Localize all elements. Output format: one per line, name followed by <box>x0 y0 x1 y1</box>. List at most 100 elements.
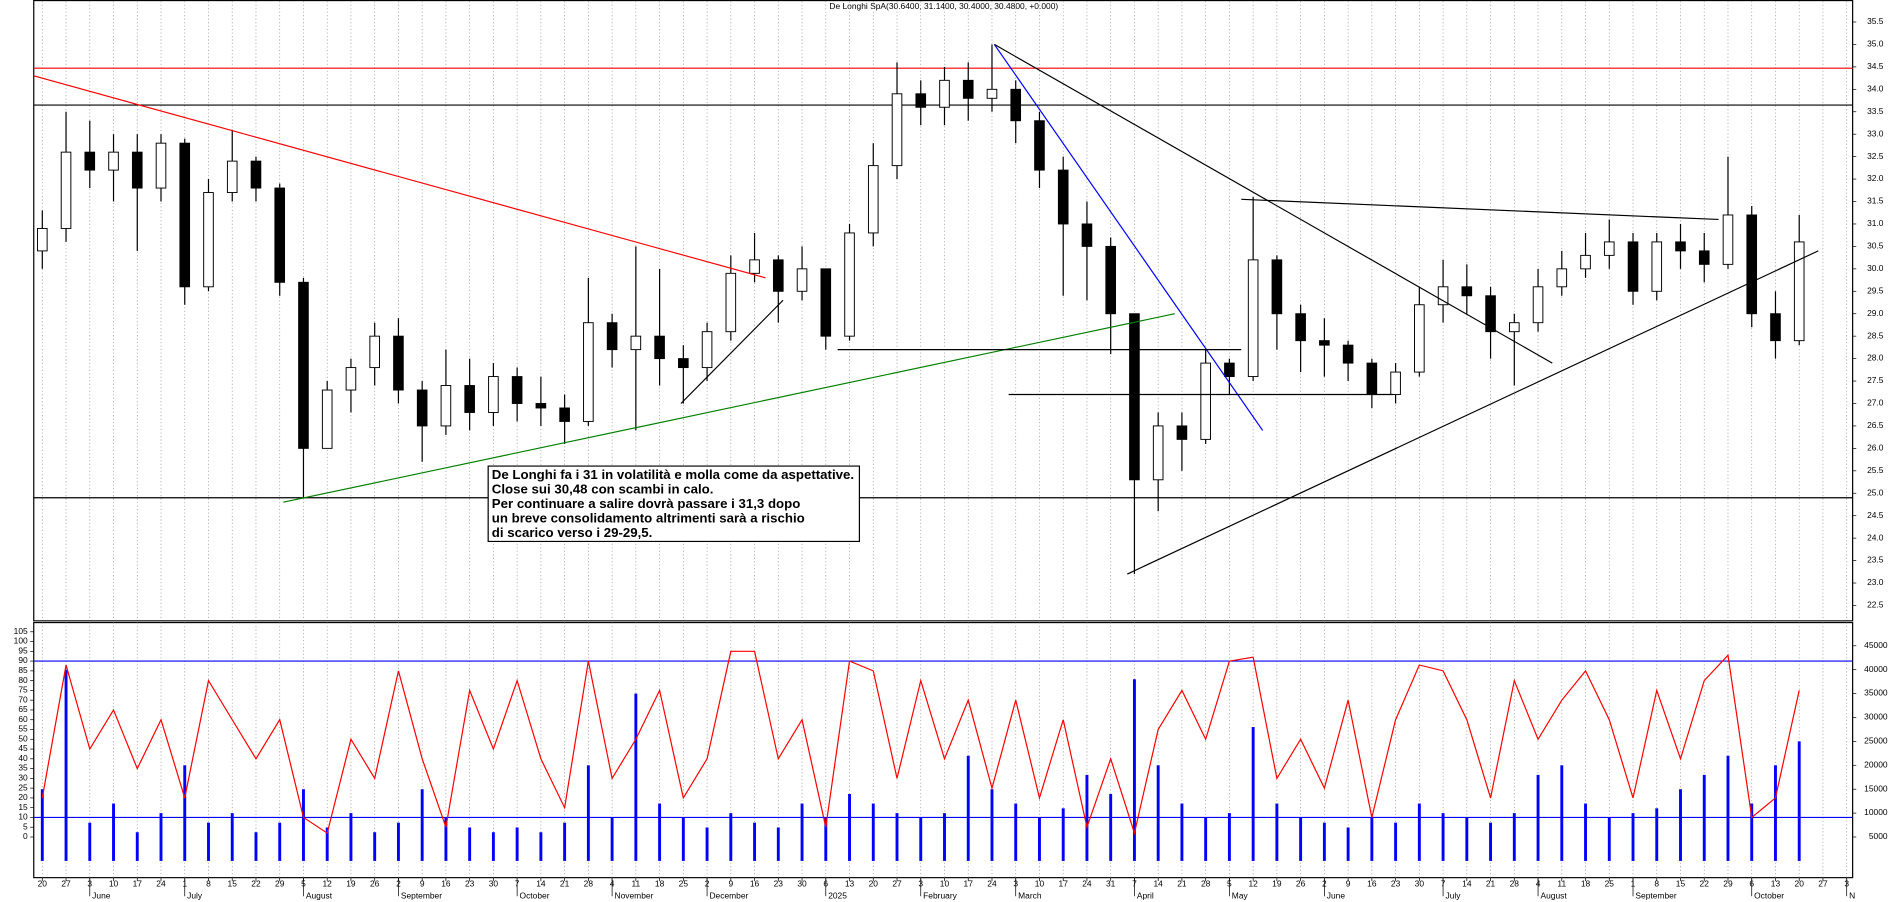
chart-title: De Longhi SpA(30.6400, 31.1400, 30.4000,… <box>829 2 1058 11</box>
candle-body <box>1675 241 1686 252</box>
x-tick-label: 17 <box>133 880 143 889</box>
trend-line <box>1241 198 1719 221</box>
candle-body <box>1081 223 1093 247</box>
x-tick-label: 17 <box>964 880 974 889</box>
price-panel-frame <box>33 0 1854 622</box>
candle-body <box>1746 214 1758 315</box>
month-label: 2025 <box>828 891 847 900</box>
volume-bar <box>207 822 210 861</box>
y-tick-label: 29.5 <box>1867 287 1884 296</box>
x-tick-label: 16 <box>750 880 760 889</box>
volume-bar <box>396 822 400 861</box>
x-tick-label: 23 <box>774 880 784 889</box>
candle-body <box>488 376 499 413</box>
volume-bar <box>753 822 757 861</box>
volume-bar <box>539 832 543 861</box>
y2-tick-label: 40000 <box>1864 665 1888 674</box>
month-label: February <box>923 891 958 900</box>
y2-tick-label: 20000 <box>1864 761 1888 770</box>
x-tick-label: 22 <box>1700 880 1710 889</box>
month-label: June <box>1327 891 1346 900</box>
volume-bar <box>634 693 638 861</box>
volume-bar <box>919 817 923 861</box>
x-tick-label: 29 <box>1723 880 1733 889</box>
candle-body <box>36 227 48 252</box>
volume-bar <box>871 803 875 861</box>
candle-body <box>1722 214 1734 265</box>
candle-body <box>84 151 96 171</box>
x-tick-label: 21 <box>1486 880 1496 889</box>
volume-bar <box>729 813 733 861</box>
candle-body <box>226 160 238 194</box>
x-tick-label: 28 <box>584 880 594 889</box>
candle-body <box>1603 241 1615 256</box>
x-tick-label: 26 <box>370 880 380 889</box>
x-tick-label: 27 <box>892 880 902 889</box>
volume-bar <box>1370 817 1374 861</box>
volume-bar <box>230 813 234 861</box>
y-tick-label: 25 <box>18 783 28 792</box>
x-tick-label: 21 <box>560 880 570 889</box>
y-tick-label: 50 <box>18 735 28 744</box>
y-tick-label: 33.0 <box>1867 129 1884 138</box>
x-tick-label: 16 <box>1367 880 1377 889</box>
volume-bar <box>64 669 68 861</box>
candle-body <box>583 322 594 422</box>
x-tick-label: 20 <box>38 880 48 889</box>
x-tick-label: 23 <box>1391 880 1401 889</box>
candle-body <box>701 331 713 369</box>
volume-bar <box>159 813 163 861</box>
annotation-box: De Longhi fa i 31 in volatilità e molla … <box>487 465 861 543</box>
candle-body <box>369 335 380 369</box>
volume-bar <box>1607 817 1611 861</box>
y-tick-label: 24.0 <box>1867 533 1884 542</box>
volume-bar <box>1014 803 1018 861</box>
y-tick-label: 34.5 <box>1867 62 1884 71</box>
candle-body <box>1437 286 1449 306</box>
y-tick-label: 27.0 <box>1867 399 1884 408</box>
x-tick-label: 27 <box>1818 880 1828 889</box>
volume-bar <box>563 822 567 861</box>
volume-bar <box>800 803 804 861</box>
volume-bar <box>1584 803 1587 861</box>
volume-bar <box>444 817 448 861</box>
candle-body <box>1366 362 1378 395</box>
x-tick-label: 10 <box>1035 880 1045 889</box>
x-tick-label: 23 <box>465 880 475 889</box>
candle-body <box>250 160 262 189</box>
candle-body <box>1034 120 1045 171</box>
candle-body <box>1485 295 1496 333</box>
annotation-line: Close sui 30,48 con scambi in calo. <box>492 482 714 497</box>
trend-line <box>283 313 1175 503</box>
x-tick-label: 30 <box>489 880 499 889</box>
x-tick-label: 30 <box>1415 880 1425 889</box>
candle-body <box>1390 371 1401 395</box>
volume-bar <box>515 827 519 861</box>
candle-body <box>393 335 404 391</box>
y-tick-label: 100 <box>14 637 28 646</box>
volume-bar <box>705 827 709 861</box>
volume-bar <box>1227 813 1231 861</box>
candle-body <box>867 165 879 234</box>
x-tick-label: 28 <box>1201 880 1211 889</box>
x-tick-label: 31 <box>1106 880 1116 889</box>
x-tick-label: 11 <box>1557 880 1566 889</box>
x-tick-label: 8 <box>1654 880 1659 889</box>
annotation-line: di scarico verso i 29-29,5. <box>492 525 653 540</box>
volume-bar <box>1109 793 1113 861</box>
x-tick-label: 12 <box>1248 880 1258 889</box>
candle-body <box>1627 241 1639 292</box>
volume-bar <box>895 813 899 861</box>
volume-bar <box>491 832 495 861</box>
volume-bar <box>1299 817 1303 861</box>
candle-body <box>511 376 523 404</box>
y-tick-label: 55 <box>18 725 28 734</box>
volume-bar <box>349 813 353 861</box>
x-tick-label: 18 <box>1581 880 1591 889</box>
trend-line <box>994 43 1553 364</box>
volume-bar <box>1061 808 1065 861</box>
candle-body <box>939 79 950 108</box>
candle-body <box>298 281 309 449</box>
y2-tick-label: 30000 <box>1864 713 1888 722</box>
